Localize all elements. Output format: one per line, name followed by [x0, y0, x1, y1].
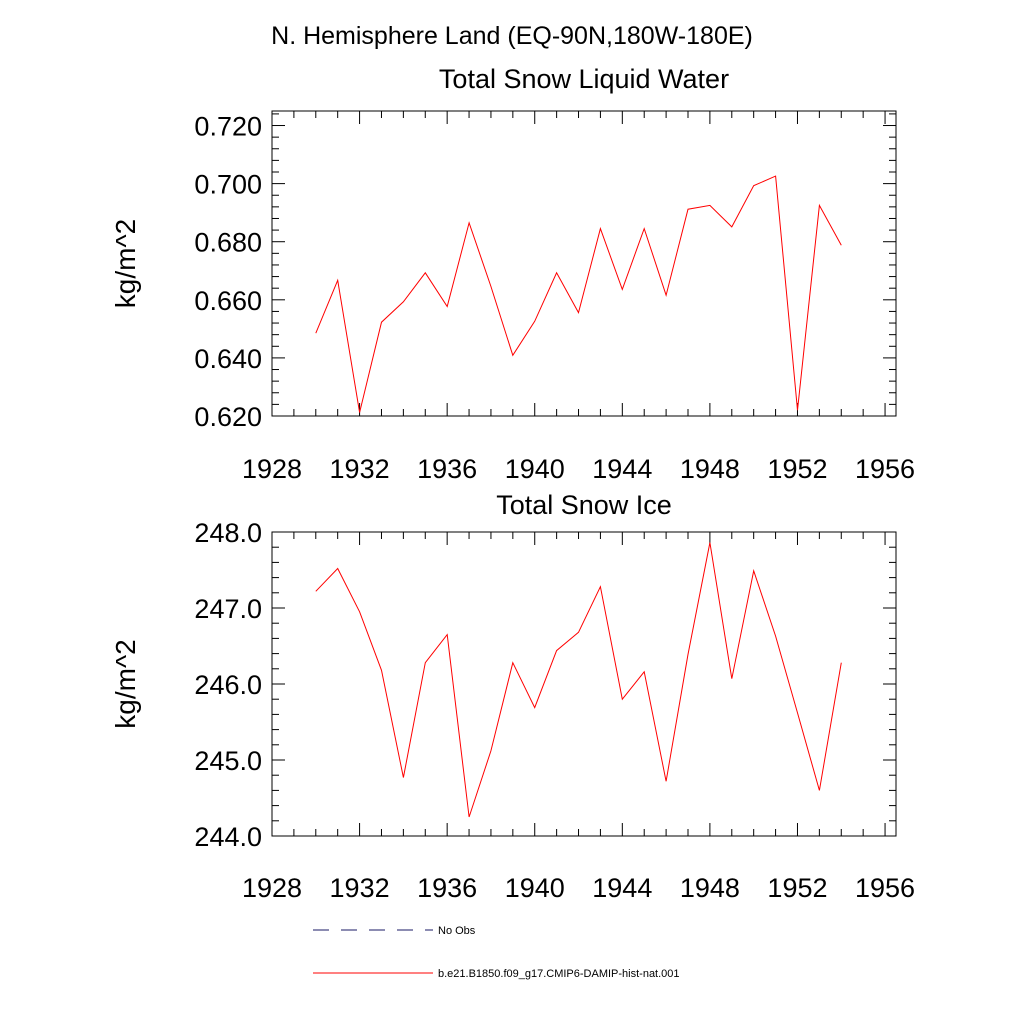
series-line	[315, 175, 842, 413]
chart-title: Total Snow Liquid Water	[439, 64, 729, 94]
x-tick-label: 1928	[242, 454, 302, 484]
y-axis-label: kg/m^2	[110, 219, 141, 308]
legend: No Obs b.e21.B1850.f09_g17.CMIP6-DAMIP-h…	[313, 925, 680, 980]
x-tick-label: 1936	[417, 873, 477, 903]
y-tick-label: 0.640	[194, 344, 262, 374]
x-tick-label: 1952	[767, 454, 827, 484]
y-tick-label: 247.0	[194, 594, 262, 624]
legend-label-no-obs: No Obs	[438, 925, 476, 937]
x-tick-label: 1940	[505, 454, 565, 484]
x-tick-label: 1956	[855, 454, 915, 484]
y-tick-label: 0.660	[194, 286, 262, 316]
y-tick-label: 0.680	[194, 228, 262, 258]
x-tick-label: 1948	[680, 873, 740, 903]
x-tick-label: 1944	[592, 873, 652, 903]
snow-liquid-water-panel: Total Snow Liquid Water kg/m^2 1928 1932 193…	[110, 64, 915, 484]
x-tick-label: 1952	[767, 873, 827, 903]
x-tick-label: 1936	[417, 454, 477, 484]
chart-title: Total Snow Ice	[496, 490, 672, 520]
y-tick-label: 0.700	[194, 170, 262, 200]
y-tick-label: 0.720	[194, 112, 262, 142]
plot-frame	[271, 110, 897, 417]
y-tick-label: 245.0	[194, 746, 262, 776]
snow-ice-panel: Total Snow Ice kg/m^2 1928 1932 1936 1940 1944…	[110, 490, 915, 903]
x-tick-label: 1956	[855, 873, 915, 903]
plot-frame	[271, 531, 897, 837]
y-tick-label: 248.0	[194, 518, 262, 548]
x-tick-label: 1928	[242, 873, 302, 903]
series-line	[315, 542, 842, 818]
legend-label-model: b.e21.B1850.f09_g17.CMIP6-DAMIP-hist-nat…	[438, 968, 680, 980]
figure-title: N. Hemisphere Land (EQ-90N,180W-180E)	[271, 22, 753, 50]
x-tick-label: 1944	[592, 454, 652, 484]
x-tick-label: 1932	[330, 873, 390, 903]
y-axis-label: kg/m^2	[110, 639, 141, 728]
x-tick-label: 1932	[330, 454, 390, 484]
y-tick-label: 246.0	[194, 670, 262, 700]
y-tick-label: 244.0	[194, 822, 262, 852]
x-tick-label: 1948	[680, 454, 740, 484]
y-tick-label: 0.620	[194, 402, 262, 432]
x-tick-label: 1940	[505, 873, 565, 903]
